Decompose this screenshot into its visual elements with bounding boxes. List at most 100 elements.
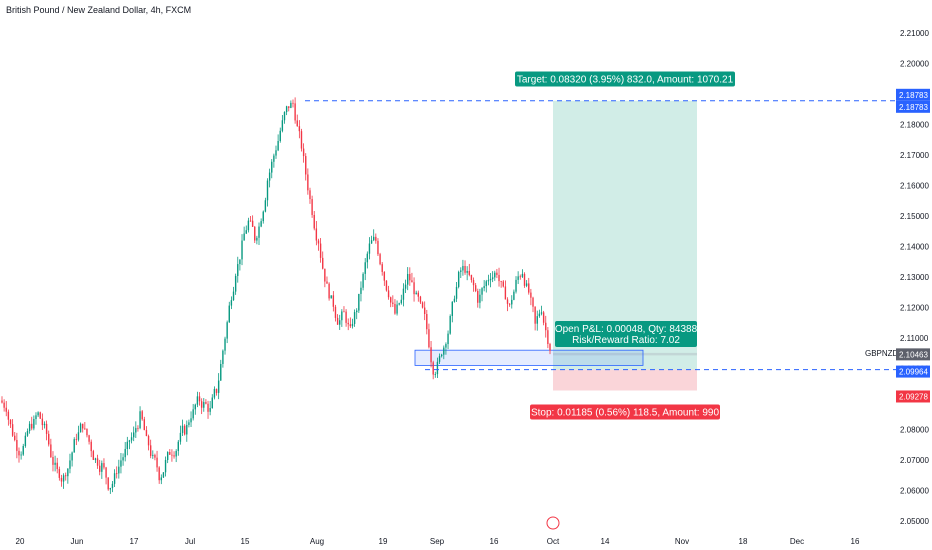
candle-body [494, 272, 496, 278]
candle-body [77, 432, 80, 440]
candle-body [322, 257, 324, 269]
candle-body [332, 295, 335, 307]
candle-body [436, 361, 439, 375]
candle-body [283, 112, 286, 121]
candle-body [396, 304, 398, 314]
candle-body [209, 408, 211, 412]
candle-body [351, 323, 354, 327]
candle-body [504, 286, 507, 300]
candle-body [48, 433, 50, 445]
candles [1, 97, 551, 494]
y-tick-label: 2.05000 [900, 517, 929, 526]
x-tick-label: 18 [739, 537, 748, 546]
candle-body [485, 281, 487, 287]
stop-label: Stop: 0.01185 (0.56%) 118.5, Amount: 990 [530, 404, 720, 420]
last-price-badge-text: 2.10463 [899, 350, 928, 359]
candle-body [415, 292, 417, 295]
stop-price-badge: 2.09278 [896, 390, 930, 403]
candle-body [379, 254, 381, 265]
candle-body [39, 412, 41, 419]
candle-body [547, 330, 549, 345]
candle-body [345, 311, 347, 323]
x-tick-label: Sep [430, 537, 445, 546]
x-axis: 20 Jun 17 Jul 15 Aug 19 Sep 16 Oct 14 Nov 18 Dec 16 [16, 516, 860, 546]
stop-price-badge-bg [896, 390, 930, 403]
candle-body [205, 402, 207, 404]
candle-body [37, 412, 39, 416]
entry-price-badge: 2.09964 [896, 365, 930, 378]
candle-body [290, 102, 292, 108]
candle-body [387, 290, 390, 298]
position-zones [414, 100, 697, 391]
candle-body [20, 454, 22, 456]
candle-body [334, 306, 337, 318]
candle-body [502, 281, 504, 287]
candle-body [31, 423, 33, 429]
candle-body [11, 424, 14, 436]
candle-body [411, 280, 413, 283]
y-tick-label: 2.17000 [900, 151, 929, 160]
candle-body [141, 411, 143, 420]
candle-body [417, 292, 420, 297]
y-tick-label: 2.14000 [900, 243, 929, 252]
target-label-text: Target: 0.08320 (3.95%) 832.0, Amount: 1… [517, 75, 734, 86]
candle-body [398, 303, 400, 305]
x-tick-label: 16 [851, 537, 860, 546]
candle-body [549, 344, 551, 351]
candle-body [519, 276, 521, 278]
candle-body [22, 446, 24, 455]
candle-body [43, 423, 46, 426]
x-tick-label: 14 [601, 537, 610, 546]
candle-body [262, 211, 264, 222]
candle-body [449, 316, 451, 334]
candle-body [56, 462, 58, 470]
candle-body [266, 180, 269, 201]
candle-body [14, 435, 16, 440]
candle-body [336, 317, 339, 325]
candle-body [302, 148, 305, 157]
candle-body [188, 422, 190, 425]
candle-body [268, 172, 271, 181]
y-axis: 2.210002.200002.190002.180002.170002.160… [865, 29, 930, 526]
candle-body [364, 262, 366, 274]
candle-body [542, 312, 545, 323]
candle-body [162, 472, 165, 478]
candle-body [164, 460, 167, 473]
candle-body [135, 428, 137, 433]
candle-body [281, 120, 284, 131]
candle-body [203, 402, 205, 408]
candle-body [413, 282, 415, 295]
candle-body [317, 240, 320, 244]
candle-body [472, 280, 475, 286]
y-tick-label: 2.15000 [900, 212, 929, 221]
x-tick-label: 20 [16, 537, 25, 546]
candle-body [62, 475, 65, 482]
candle-body [109, 488, 112, 490]
candle-body [16, 439, 18, 451]
candle-body [406, 273, 409, 285]
stop-price-badge-text: 2.09278 [899, 392, 928, 401]
candle-body [343, 311, 345, 313]
candle-body [217, 380, 220, 393]
candle-body [347, 322, 349, 325]
candle-body [455, 286, 458, 299]
candle-body [513, 291, 515, 300]
candle-body [65, 475, 67, 477]
candle-body [120, 460, 122, 467]
candle-body [60, 477, 63, 482]
candle-body [245, 230, 247, 234]
last-price-badge: 2.10463 [896, 348, 930, 361]
candle-body [232, 291, 235, 301]
x-tick-label: Jul [185, 537, 195, 546]
candle-body [353, 312, 356, 324]
candle-body [466, 271, 468, 273]
candle-body [122, 457, 124, 461]
target-label-bg [515, 71, 735, 87]
candle-body [111, 483, 114, 489]
candle-body [75, 439, 78, 440]
candle-body [330, 295, 332, 299]
target-price-badge: 2.18783 [896, 88, 930, 101]
candle-body [243, 233, 245, 241]
candle-body [277, 141, 279, 151]
